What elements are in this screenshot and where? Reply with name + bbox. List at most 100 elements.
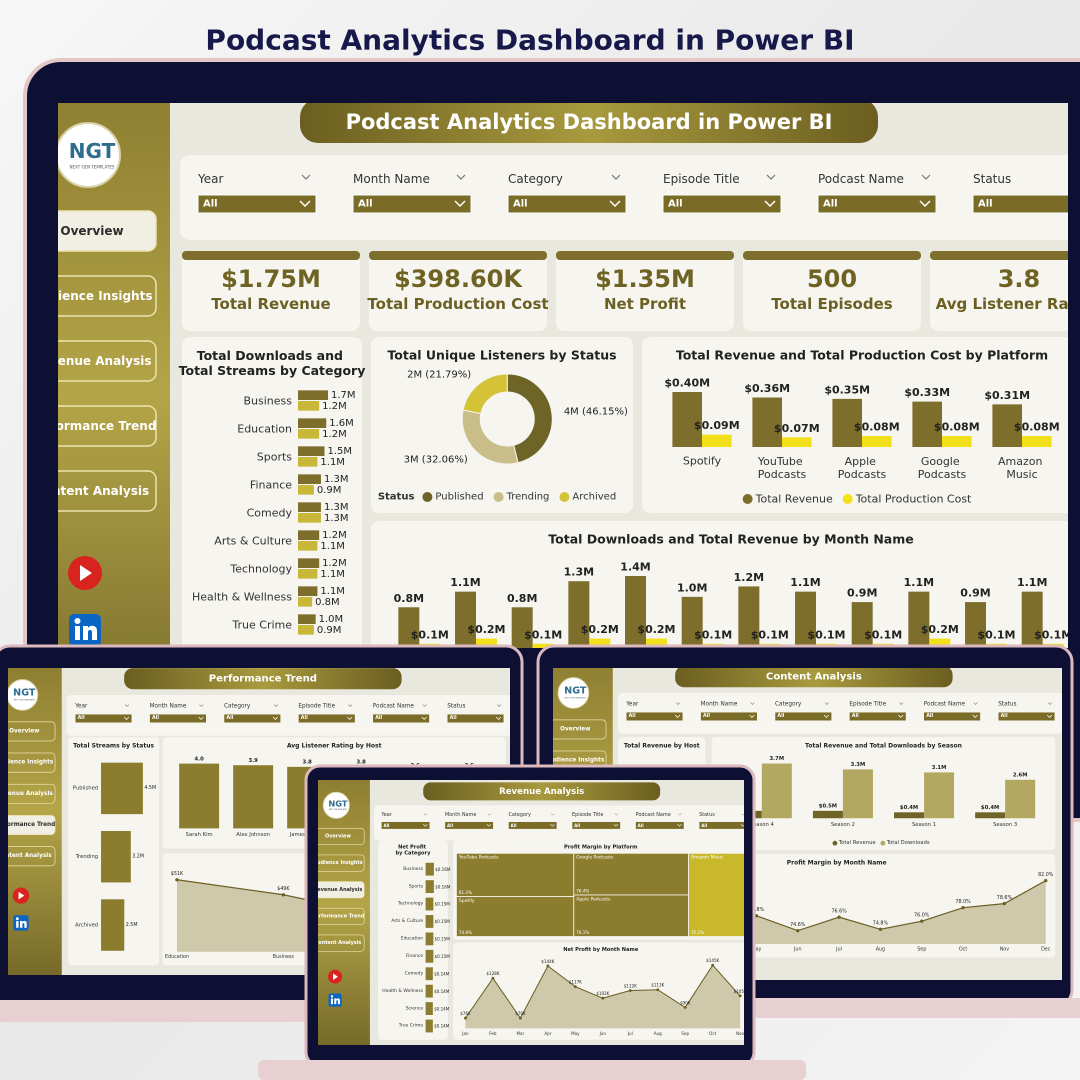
filter-dropdown[interactable] bbox=[972, 194, 1080, 214]
nav-button[interactable] bbox=[0, 815, 56, 835]
nav-label[interactable]: Audience Insights bbox=[0, 760, 54, 766]
filter-value[interactable]: All bbox=[152, 715, 159, 721]
filter-dropdown[interactable] bbox=[149, 713, 207, 724]
bar bbox=[929, 638, 951, 648]
nav-label[interactable]: Performance Trend bbox=[28, 419, 157, 433]
filter-dropdown[interactable] bbox=[444, 821, 494, 830]
filter-dropdown[interactable] bbox=[507, 194, 627, 214]
value-label: 1.1M bbox=[904, 576, 934, 589]
bar bbox=[832, 398, 862, 447]
header-title: Content Analysis bbox=[766, 672, 862, 683]
point bbox=[601, 996, 605, 1000]
filter-dropdown[interactable] bbox=[700, 711, 758, 722]
filter-value[interactable]: All bbox=[1001, 713, 1008, 719]
nav-button[interactable] bbox=[38, 210, 157, 252]
bar bbox=[101, 899, 125, 951]
value-label: $0.14M bbox=[434, 971, 450, 976]
nav-label[interactable]: Revenue Analysis bbox=[0, 791, 53, 797]
nav-label[interactable]: Overview bbox=[9, 728, 40, 734]
filter-dropdown[interactable] bbox=[446, 713, 505, 724]
filter-dropdown[interactable] bbox=[849, 711, 907, 722]
filter-dropdown[interactable] bbox=[74, 713, 133, 724]
filter-value[interactable]: All bbox=[701, 823, 708, 828]
filter-value[interactable]: All bbox=[574, 823, 581, 828]
filter-dropdown[interactable] bbox=[372, 713, 430, 724]
filter-value[interactable]: All bbox=[629, 713, 636, 719]
nav-label[interactable]: Overview bbox=[60, 224, 123, 238]
nav-button[interactable] bbox=[316, 827, 365, 845]
nav-label[interactable]: Audience Insights bbox=[313, 860, 363, 866]
category-label: True Crime bbox=[231, 619, 292, 632]
filter-dropdown[interactable] bbox=[625, 711, 684, 722]
filter-dropdown[interactable] bbox=[997, 711, 1056, 722]
filter-value[interactable]: All bbox=[511, 823, 518, 828]
nav-button[interactable] bbox=[38, 405, 157, 447]
nav-button[interactable] bbox=[316, 934, 365, 952]
nav-button[interactable] bbox=[316, 881, 365, 899]
filter-dropdown[interactable] bbox=[508, 821, 558, 830]
filter-dropdown[interactable] bbox=[698, 821, 747, 830]
filter-value[interactable]: All bbox=[301, 715, 308, 721]
filter-value[interactable]: All bbox=[638, 823, 645, 828]
nav-label[interactable]: Overview bbox=[560, 726, 591, 732]
nav-label[interactable]: Audience Insights bbox=[32, 289, 153, 303]
x-tick-label: Jun bbox=[793, 946, 802, 952]
nav-button[interactable] bbox=[38, 470, 157, 512]
filter-value[interactable]: All bbox=[78, 715, 85, 721]
x-tick-label: Season 3 bbox=[993, 822, 1017, 828]
filter-value[interactable]: All bbox=[703, 713, 710, 719]
nav-label[interactable]: Content Analysis bbox=[0, 853, 52, 859]
nav-button[interactable] bbox=[316, 907, 365, 925]
nav-label[interactable]: Performance Trend bbox=[0, 822, 55, 828]
nav-label[interactable]: Content Analysis bbox=[315, 940, 362, 946]
bar bbox=[298, 513, 321, 523]
value-label: 4M (46.15%) bbox=[564, 407, 628, 418]
filter-value[interactable]: All bbox=[226, 715, 233, 721]
nav-label[interactable]: Performance Trend bbox=[312, 913, 365, 919]
filter-value[interactable]: All bbox=[203, 199, 218, 210]
filter-value[interactable]: All bbox=[777, 713, 784, 719]
filter-value[interactable]: All bbox=[668, 199, 683, 210]
bar bbox=[992, 404, 1022, 447]
nav-label[interactable]: Audience Insights bbox=[546, 758, 605, 764]
icon-shape bbox=[330, 998, 334, 1005]
filter-value[interactable]: All bbox=[852, 713, 859, 719]
nav-button[interactable] bbox=[0, 721, 56, 742]
filter-dropdown[interactable] bbox=[223, 713, 281, 724]
filter-dropdown[interactable] bbox=[352, 194, 472, 214]
filter-value[interactable]: All bbox=[447, 823, 454, 828]
filter-dropdown[interactable] bbox=[298, 713, 356, 724]
filter-dropdown[interactable] bbox=[571, 821, 621, 830]
nav-label[interactable]: Revenue Analysis bbox=[314, 887, 363, 893]
nav-label[interactable]: Content Analysis bbox=[35, 484, 149, 498]
nav-button[interactable] bbox=[0, 752, 56, 773]
filter-value[interactable]: All bbox=[358, 199, 373, 210]
filter-dropdown[interactable] bbox=[774, 711, 832, 722]
nav-button[interactable] bbox=[38, 340, 157, 382]
nav-button[interactable] bbox=[549, 719, 607, 740]
chevron bbox=[495, 716, 502, 720]
filter-dropdown[interactable] bbox=[923, 711, 981, 722]
nav-label[interactable]: Overview bbox=[325, 833, 351, 839]
nav-button[interactable] bbox=[316, 854, 365, 872]
filter-dropdown[interactable] bbox=[635, 821, 685, 830]
nav-button[interactable] bbox=[0, 783, 56, 804]
nav-button[interactable] bbox=[0, 846, 56, 867]
filter-value[interactable]: All bbox=[383, 823, 390, 828]
filter-value[interactable]: All bbox=[513, 199, 528, 210]
filter-dropdown[interactable] bbox=[381, 821, 430, 830]
kpi-card bbox=[556, 251, 734, 331]
value-label: 74.8% bbox=[459, 930, 472, 935]
filter-value[interactable]: All bbox=[926, 713, 933, 719]
filter-value[interactable]: All bbox=[450, 715, 457, 721]
filter-value[interactable]: All bbox=[823, 199, 838, 210]
filter-value[interactable]: All bbox=[978, 199, 993, 210]
nav-label[interactable]: Revenue Analysis bbox=[32, 354, 152, 368]
filter-value[interactable]: All bbox=[375, 715, 382, 721]
chevron bbox=[348, 704, 353, 707]
text-line: Apple bbox=[845, 455, 880, 468]
filter-dropdown[interactable] bbox=[817, 194, 937, 214]
nav-button[interactable] bbox=[38, 275, 157, 317]
filter-dropdown[interactable] bbox=[662, 194, 782, 214]
filter-dropdown[interactable] bbox=[197, 194, 317, 214]
